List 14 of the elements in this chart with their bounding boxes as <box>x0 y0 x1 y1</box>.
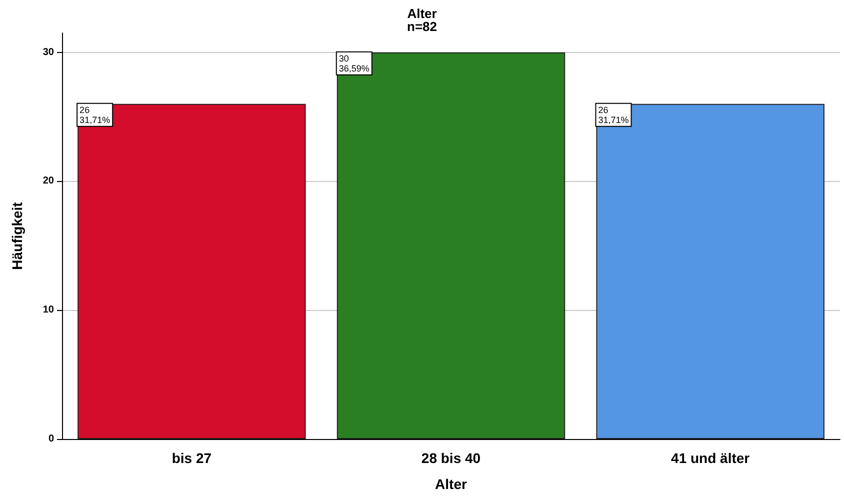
x-tick-label: 28 bis 40 <box>421 450 481 466</box>
x-axis-title: Alter <box>435 476 468 492</box>
x-tick-label: 41 und älter <box>671 450 750 466</box>
data-label: 26 31,71% <box>598 104 629 125</box>
data-label: 30 36,59% <box>338 53 370 74</box>
chart-subtitle: n=82 <box>407 19 437 34</box>
y-tick-label: 30 <box>42 46 54 58</box>
x-tick-label: bis 27 <box>172 450 212 466</box>
y-tick-label: 20 <box>42 176 54 187</box>
y-tick-label: 10 <box>42 304 54 316</box>
chart-title: Alter <box>407 6 437 21</box>
y-tick-label: 0 <box>48 434 54 444</box>
data-label: 26 31,71% <box>80 104 110 125</box>
y-axis-title: Häufigkeit <box>9 202 25 270</box>
